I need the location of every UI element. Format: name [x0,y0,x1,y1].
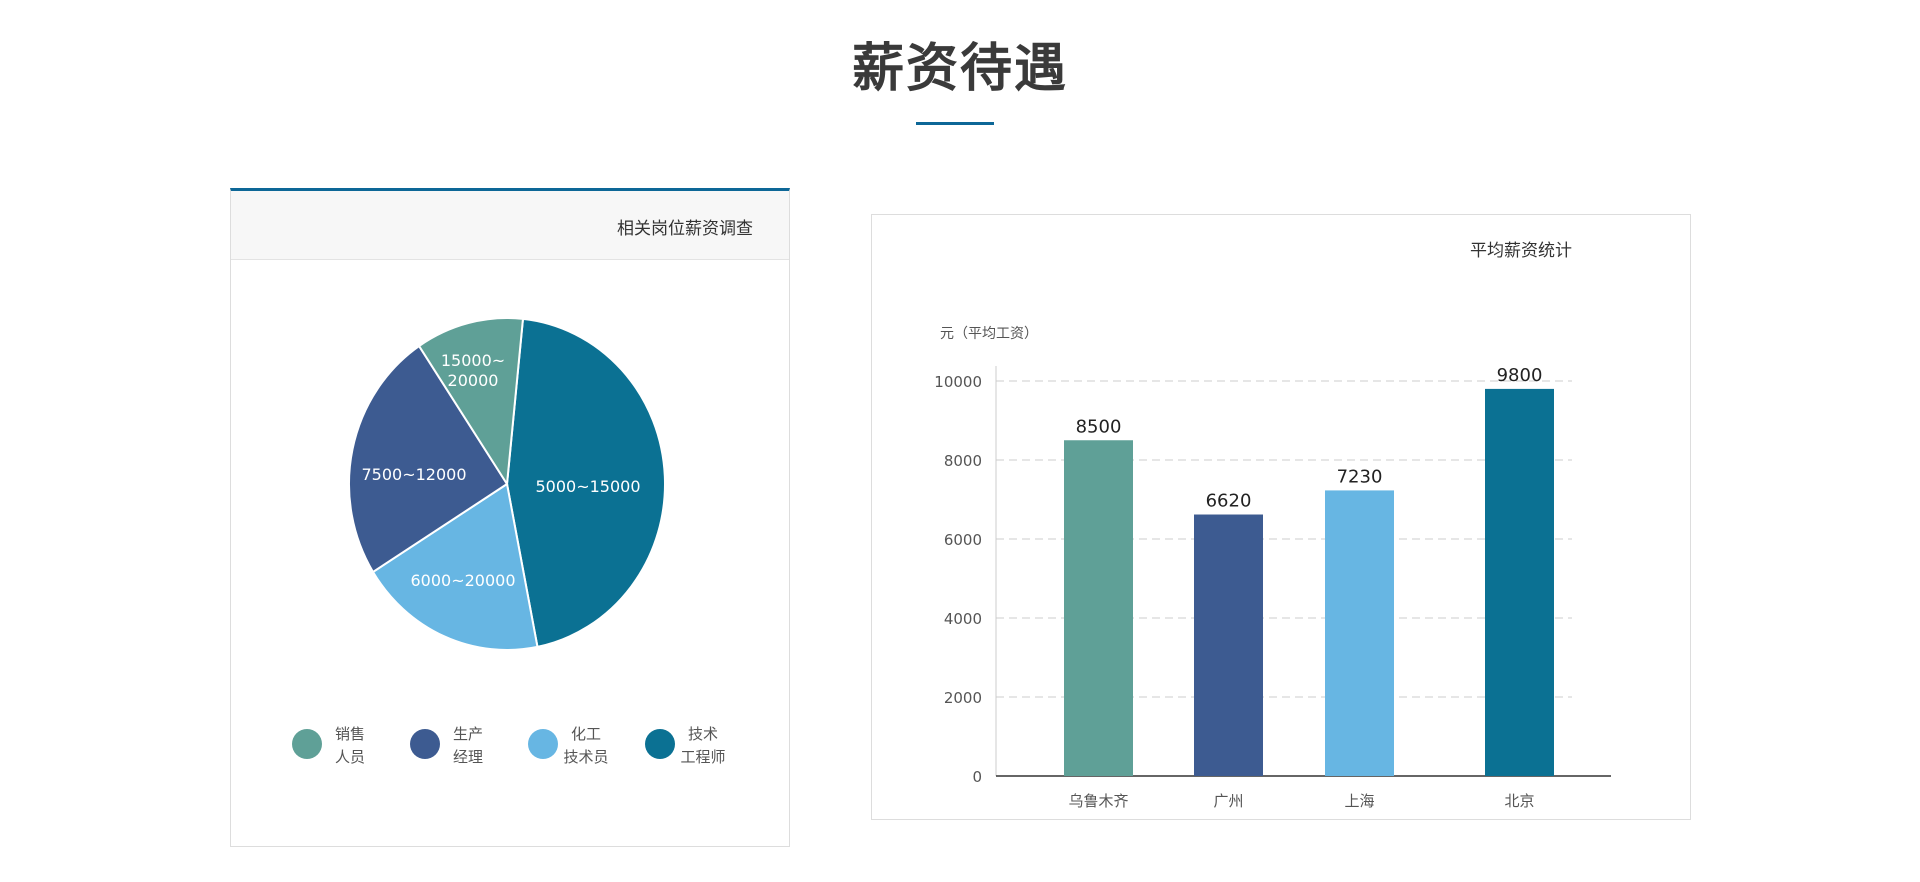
legend-label: 销售 [335,725,365,743]
pie-slice [371,482,539,651]
bar-value-label: 7230 [1337,466,1383,487]
legend-label: 技术员 [563,748,608,766]
bar-title: 平均薪资统计 [1470,241,1572,261]
y-axis-label: 元（平均工资） [940,326,1038,342]
bar [1485,388,1554,776]
legend-label: 经理 [453,748,483,766]
y-tick-label: 2000 [944,689,982,707]
pie-slice [505,317,666,649]
bar-panel [871,214,1691,820]
y-tick-label: 6000 [944,531,982,549]
y-tick-label: 10000 [934,373,982,391]
bar [1325,490,1394,776]
pie-slice-label: 7500~12000 [361,465,466,484]
x-tick-label: 广州 [1213,792,1243,810]
pie-slice-label: 6000~20000 [410,571,515,590]
y-tick-label: 8000 [944,452,982,470]
y-tick-label: 4000 [944,610,982,628]
legend-swatch [292,729,322,759]
page-title: 薪资待遇 [851,39,1068,99]
x-tick-label: 北京 [1504,792,1534,810]
bar [1064,440,1133,776]
pie-slice [417,317,525,487]
bar [1194,514,1263,776]
pie-panel: 相关岗位薪资调查 [230,188,790,847]
pie-slice-label: 5000~15000 [535,477,640,496]
x-tick-label: 乌鲁木齐 [1068,792,1128,810]
legend-swatch [410,729,440,759]
pie-slice [348,344,509,574]
legend-label: 工程师 [680,748,725,766]
x-tick-label: 上海 [1344,792,1374,810]
legend-label: 化工 [571,725,601,743]
legend-swatch [528,729,558,759]
legend-label: 技术 [688,725,718,743]
y-tick-label: 0 [972,768,982,786]
legend-label: 生产 [453,725,483,743]
pie-slice-label: 15000~ [441,351,505,370]
bar-value-label: 9800 [1497,365,1543,386]
bar-value-label: 6620 [1206,491,1252,512]
title-underline [916,122,994,125]
legend-swatch [645,729,675,759]
bar-value-label: 8500 [1076,416,1122,437]
pie-title: 相关岗位薪资调查 [617,219,753,239]
legend-label: 人员 [335,748,365,766]
pie-slice-label: 20000 [448,371,499,390]
pie-panel-header: 相关岗位薪资调查 [231,191,789,260]
